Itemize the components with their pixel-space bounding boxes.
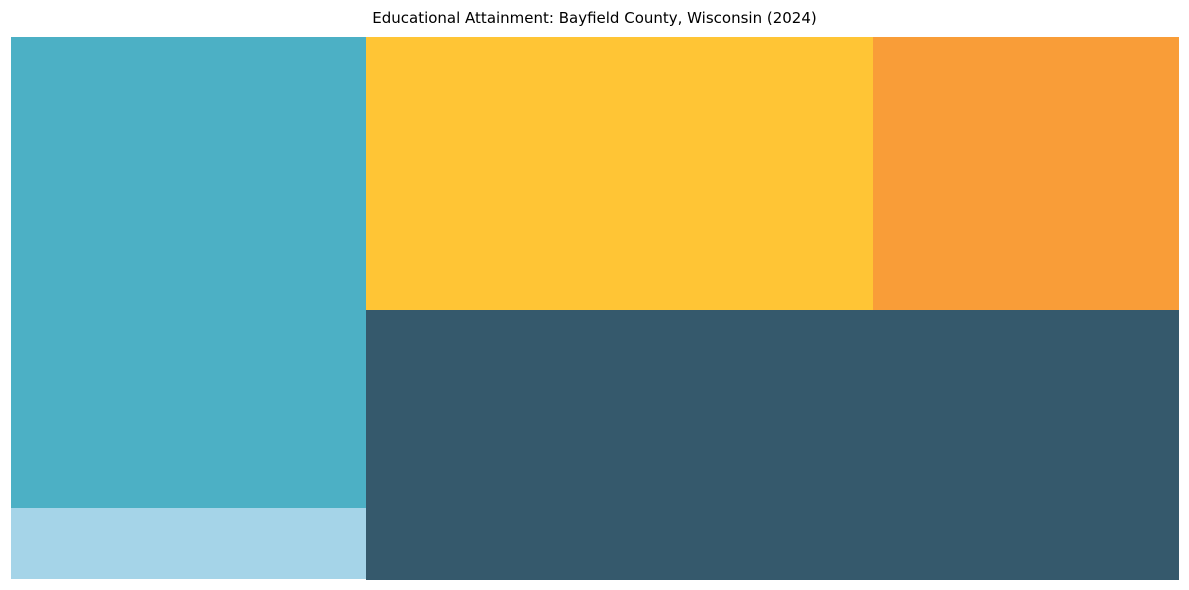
treemap-tile-teal xyxy=(11,37,366,508)
treemap-tile-orange xyxy=(873,37,1179,310)
chart-title: Educational Attainment: Bayfield County,… xyxy=(372,9,817,27)
treemap-tile-dark-slate xyxy=(366,310,1179,580)
treemap-plot-area xyxy=(11,37,1179,580)
treemap-tile-yellow xyxy=(366,37,873,310)
treemap-tile-light-blue xyxy=(11,508,366,579)
